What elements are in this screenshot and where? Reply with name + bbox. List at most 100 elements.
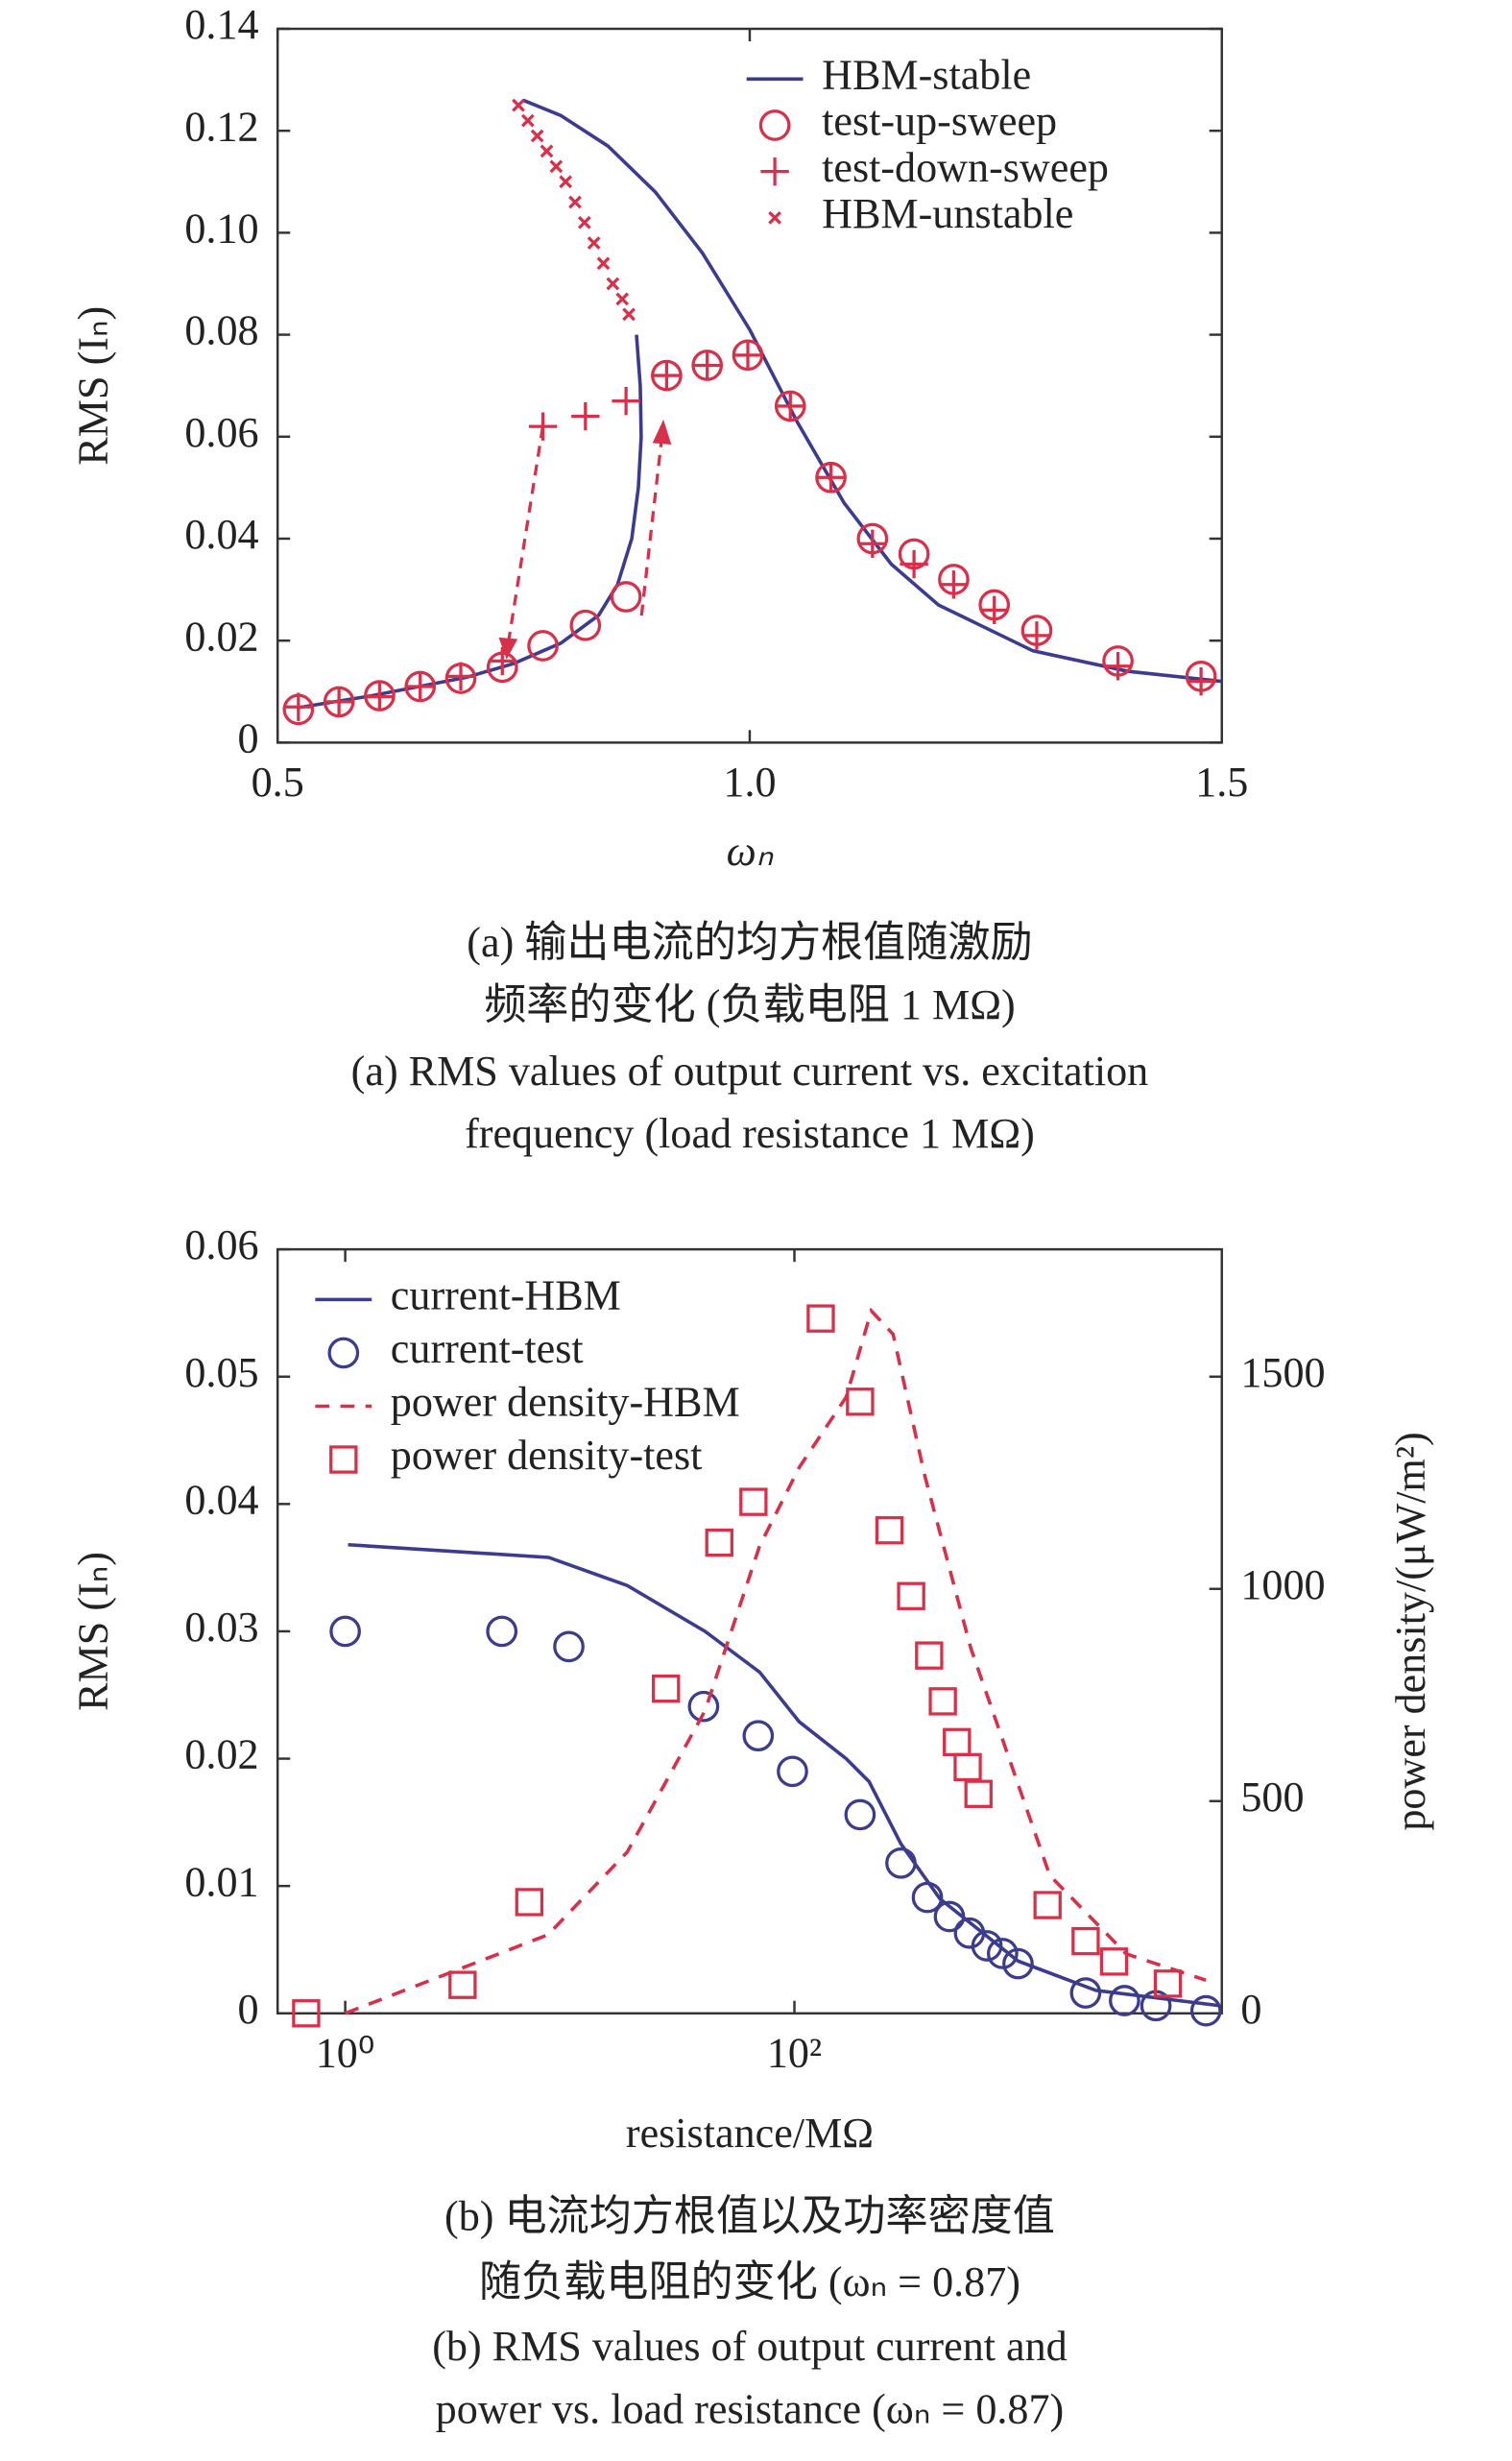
marker-circle — [1069, 1977, 1102, 2009]
marker-plus — [760, 157, 789, 186]
marker-plus — [324, 688, 353, 716]
marker-circle — [687, 1690, 720, 1723]
marker-x — [587, 236, 601, 250]
x-tick-label: 1.5 — [1195, 759, 1248, 806]
y2-axis-label: power density/(μW/m²) — [1387, 1432, 1434, 1830]
y-tick-label: 0.06 — [184, 1221, 258, 1268]
marker-square — [1099, 1947, 1129, 1976]
x-tick-label: 10⁰ — [316, 2030, 375, 2077]
y-tick-label: 0 — [238, 715, 259, 762]
marker-circle — [844, 1798, 876, 1831]
marker-plus — [612, 386, 640, 416]
chart: 0.5 1.0 1.5 0 0.02 0.04 0.06 0.08 0.10 0.12 0.14 ωₙ… — [69, 1, 1248, 1157]
x-tick-label: 10² — [767, 2030, 822, 2077]
up-jump-arrow — [639, 436, 664, 616]
y-tick-label: 0.01 — [184, 1858, 258, 1905]
plot-frame — [276, 27, 1223, 744]
y2-tick-label: 1000 — [1240, 1561, 1325, 1608]
y-tick-label: 0.08 — [184, 307, 258, 354]
down-jump-arrow — [506, 426, 544, 644]
legend-label: HBM-unstable — [822, 190, 1073, 237]
marker-x — [540, 144, 554, 158]
caption: (a) 输出电流的均方根值随激励 — [467, 919, 1032, 966]
marker-circle — [527, 630, 559, 662]
series-line — [296, 98, 1222, 711]
marker-plus — [571, 401, 600, 431]
y-tick-label: 0.10 — [184, 205, 258, 253]
marker-x — [596, 256, 611, 271]
marker-square — [915, 1641, 944, 1670]
arrow-head — [652, 419, 672, 445]
marker-x — [768, 210, 781, 225]
marker-square — [448, 1970, 477, 1999]
marker-x — [520, 113, 535, 128]
marker-square — [1033, 1891, 1062, 1919]
y-tick-label: 0 — [238, 1986, 259, 2033]
legend-label: test-up-sweep — [822, 98, 1057, 145]
marker-circle — [758, 109, 791, 141]
marker-circle — [742, 1720, 775, 1752]
chart: 10⁰ 10² 0 0.01 0.02 0.03 0.04 0.05 0.06 0 500 1000 1… — [69, 1221, 1433, 2432]
y-tick-label: 0.04 — [184, 1476, 258, 1523]
marker-plus — [858, 529, 887, 559]
marker-circle — [569, 609, 602, 641]
marker-square — [928, 1687, 957, 1716]
y2-tick-label: 1500 — [1240, 1349, 1325, 1396]
marker-circle — [933, 1900, 966, 1933]
marker-plus — [693, 350, 722, 380]
x-tick-label: 1.0 — [723, 759, 776, 806]
marker-plus — [900, 549, 928, 579]
marker-plus — [776, 392, 804, 421]
marker-plus — [1187, 666, 1215, 696]
marker-circle — [777, 1755, 808, 1788]
marker-circle — [885, 1846, 917, 1879]
x-axis-label: resistance/MΩ — [626, 2110, 874, 2157]
marker-plus — [652, 361, 682, 390]
marker-x — [568, 195, 582, 209]
series-line — [344, 1307, 1207, 2015]
legend-label: current-HBM — [391, 1272, 621, 1319]
marker-square — [1071, 1926, 1100, 1956]
y2-tick-label: 0 — [1240, 1986, 1261, 2033]
y2-tick-label: 500 — [1240, 1773, 1304, 1821]
marker-square — [846, 1387, 875, 1416]
marker-square — [953, 1752, 982, 1782]
caption: frequency (load resistance 1 MΩ) — [465, 1110, 1035, 1157]
marker-plus — [528, 412, 558, 441]
marker-circle — [327, 1337, 360, 1369]
marker-circle — [329, 1615, 361, 1648]
y-axis-label: RMS (Iₙ) — [69, 1552, 116, 1711]
legend-label: test-down-sweep — [822, 144, 1109, 191]
marker-x — [512, 98, 525, 112]
caption: (a) RMS values of output current vs. exc… — [351, 1048, 1149, 1095]
marker-square — [292, 1999, 321, 2028]
marker-x — [530, 129, 544, 143]
marker-circle — [971, 1930, 1003, 1962]
marker-x — [577, 215, 591, 229]
marker-square — [652, 1674, 681, 1703]
y-axis-label: RMS (Iₙ) — [69, 306, 116, 466]
marker-square — [739, 1487, 768, 1516]
marker-x — [615, 292, 630, 306]
legend-label: power density-HBM — [391, 1379, 740, 1426]
marker-square — [515, 1888, 544, 1917]
y-tick-label: 0.02 — [184, 613, 258, 660]
marker-plus — [446, 662, 475, 691]
legend-label: HBM-stable — [822, 51, 1031, 98]
marker-x — [606, 277, 620, 291]
marker-plus — [284, 692, 313, 721]
marker-circle — [1002, 1947, 1034, 1980]
marker-circle — [1109, 1985, 1140, 2016]
x-tick-label: 0.5 — [252, 759, 304, 806]
y-tick-label: 0.05 — [184, 1349, 258, 1396]
marker-square — [943, 1727, 972, 1757]
marker-plus — [405, 672, 435, 701]
x-axis-label: ωₙ — [727, 828, 774, 875]
marker-square — [705, 1528, 733, 1557]
caption: (b) RMS values of output current and — [432, 2323, 1068, 2370]
marker-plus — [488, 646, 516, 676]
marker-plus — [1022, 621, 1051, 650]
marker-square — [897, 1581, 925, 1610]
